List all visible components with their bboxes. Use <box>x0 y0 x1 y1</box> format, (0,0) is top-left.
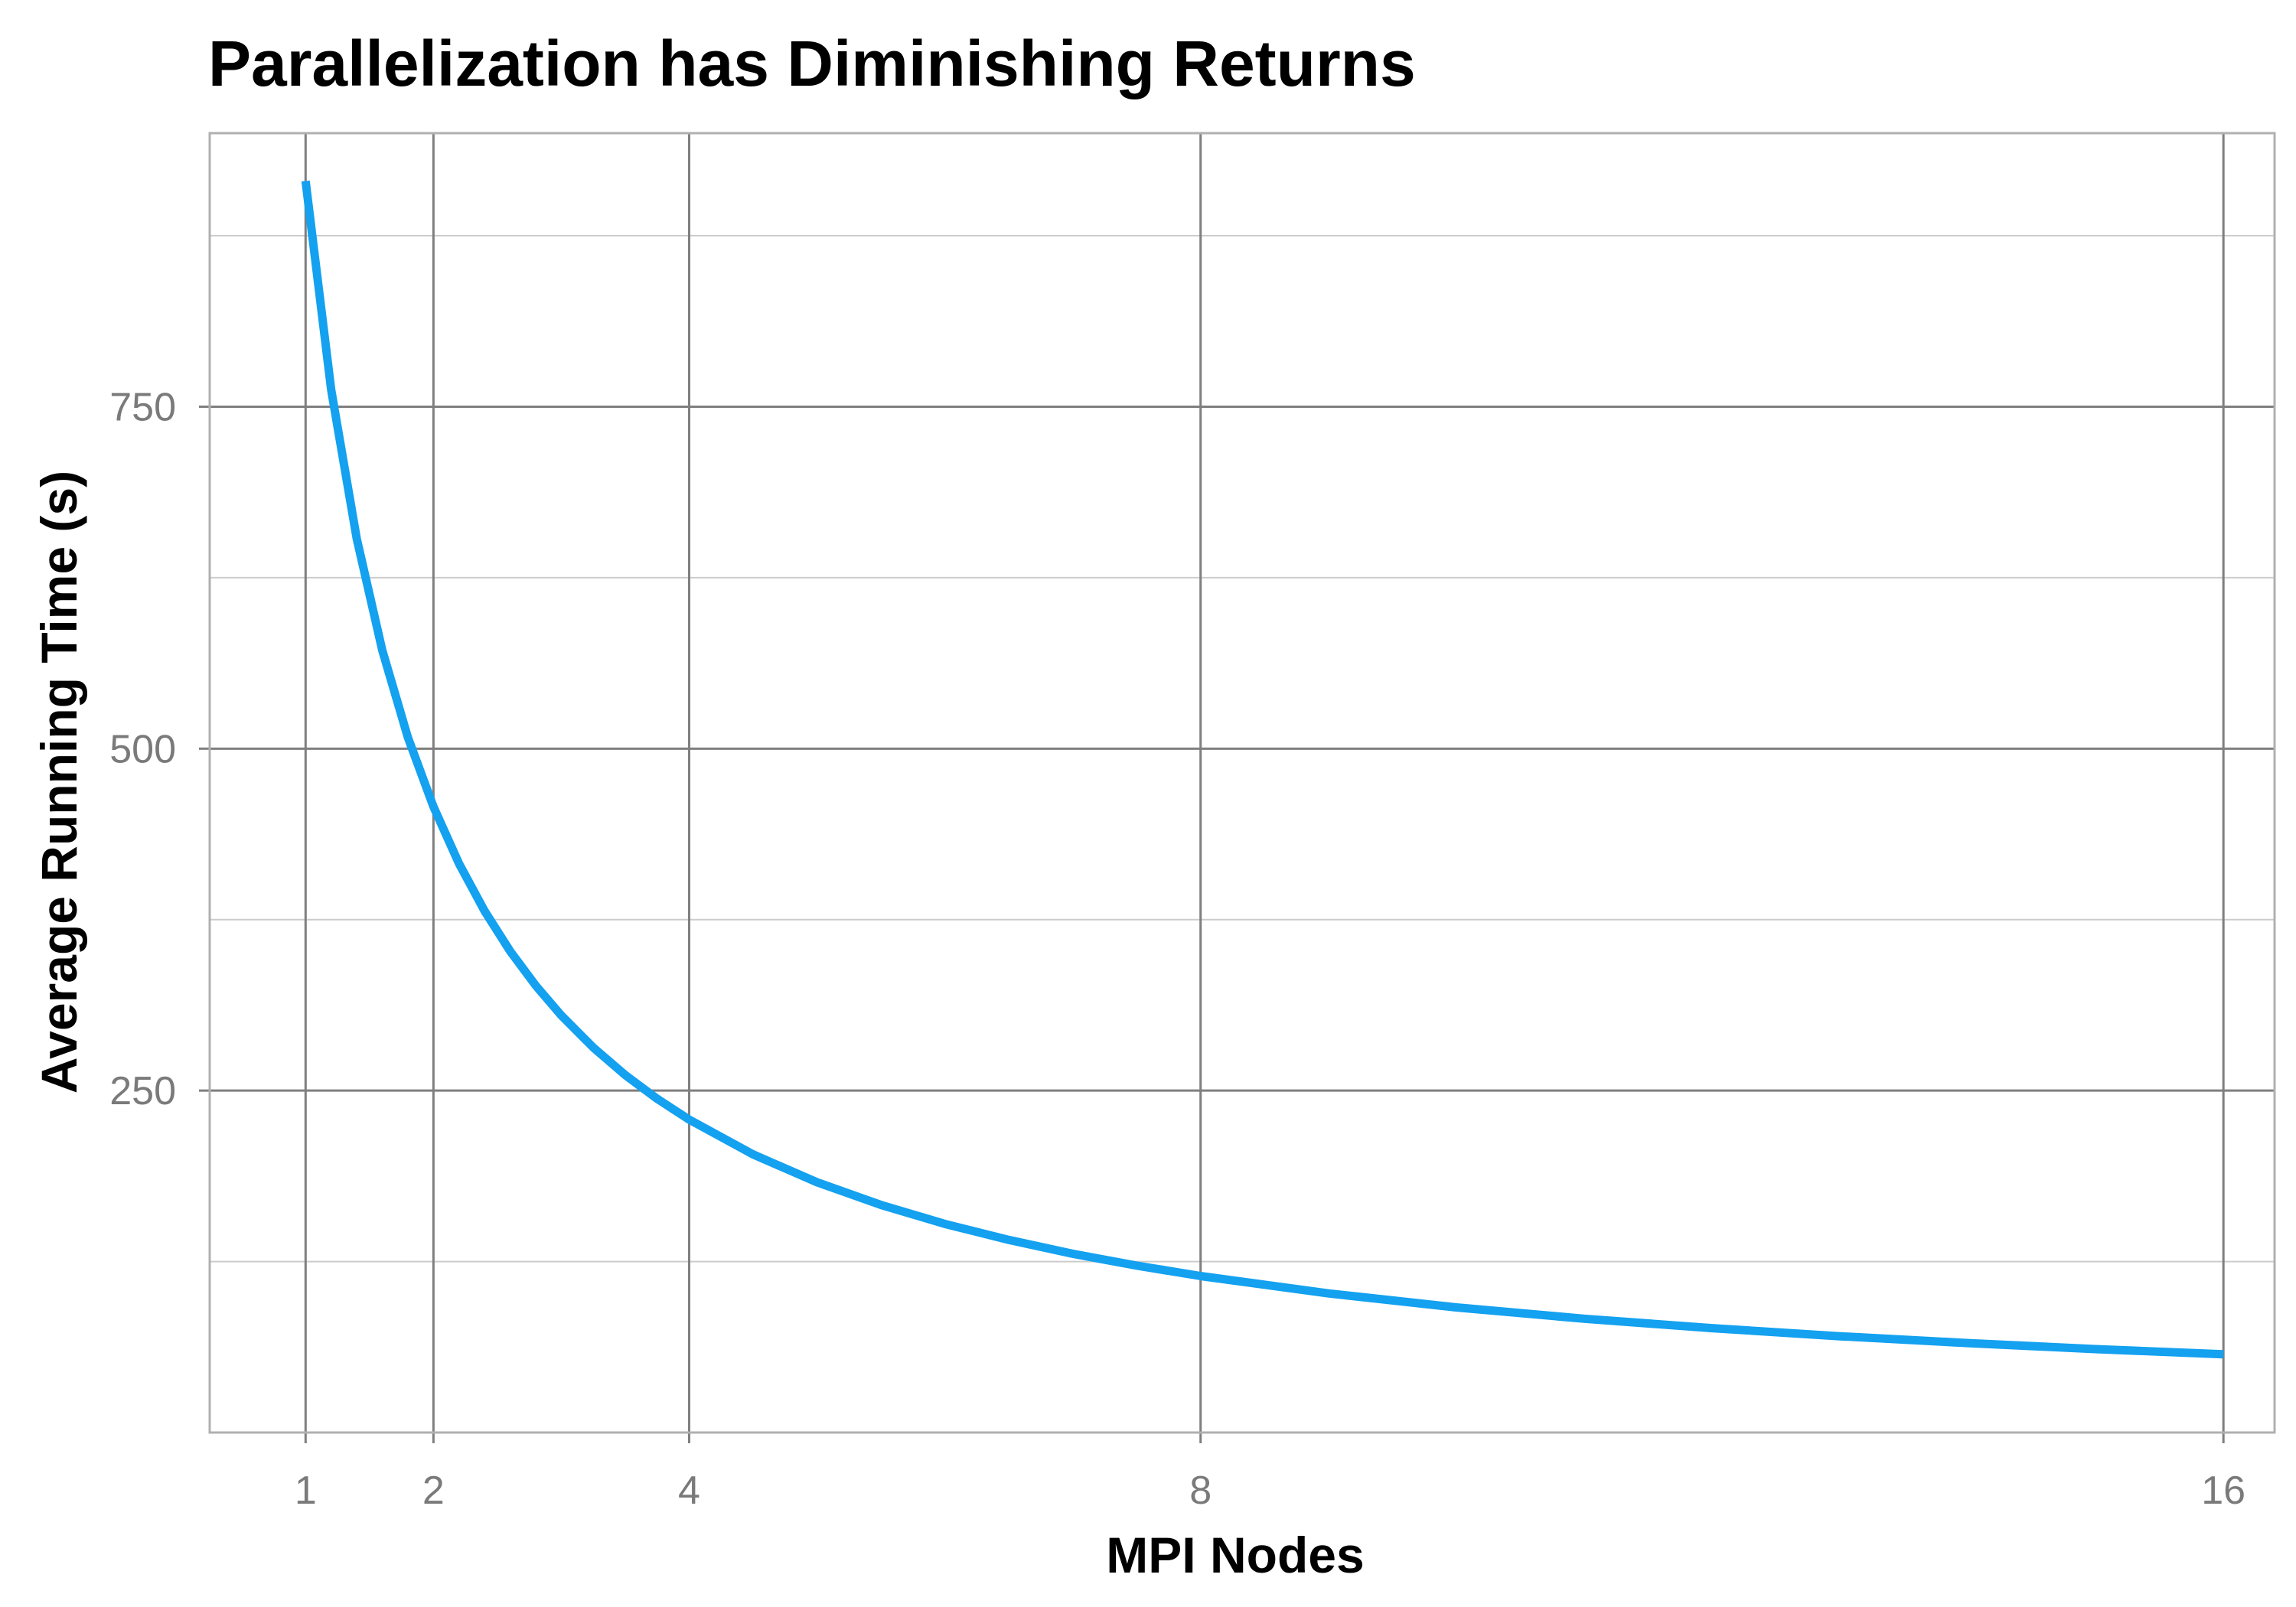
plot-panel-border <box>208 132 2276 1434</box>
x-tick-label: 1 <box>295 1468 317 1513</box>
y-tick-label: 750 <box>109 385 176 429</box>
series-line <box>301 180 2224 1359</box>
minor-grid <box>210 235 2275 1263</box>
x-tick-labels: 1 2 4 8 16 <box>295 1468 2245 1513</box>
y-axis-title: Average Running Time (s) <box>31 471 87 1094</box>
y-tick-label: 250 <box>109 1069 176 1113</box>
x-axis-title: MPI Nodes <box>1106 1527 1364 1583</box>
major-grid <box>199 133 2275 1443</box>
x-tick-label: 8 <box>1189 1468 1212 1513</box>
y-tick-labels: 250 500 750 <box>109 385 176 1113</box>
series-layer <box>301 180 2224 1359</box>
x-tick-label: 16 <box>2201 1468 2245 1513</box>
y-tick-label: 500 <box>109 727 176 771</box>
x-tick-label: 2 <box>422 1468 445 1513</box>
chart-title: Parallelization has Diminishing Returns <box>208 28 1416 99</box>
x-tick-label: 4 <box>678 1468 700 1513</box>
